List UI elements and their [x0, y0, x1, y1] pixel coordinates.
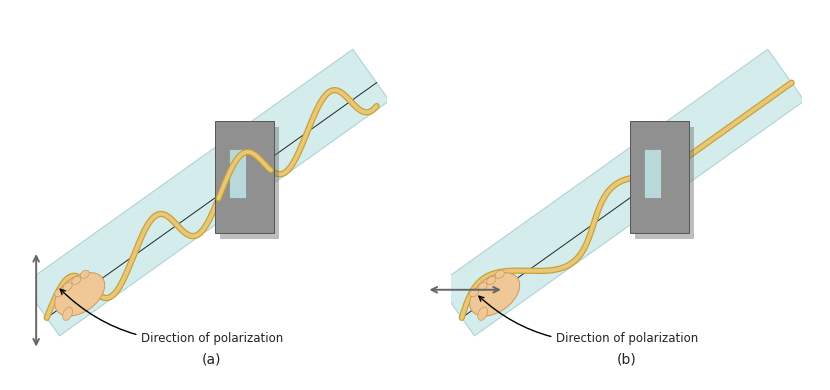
Ellipse shape	[55, 289, 64, 297]
Ellipse shape	[63, 307, 72, 320]
Ellipse shape	[81, 270, 90, 278]
Text: (a): (a)	[202, 353, 222, 367]
Polygon shape	[229, 149, 247, 198]
Text: Direction of polarization: Direction of polarization	[61, 289, 284, 346]
Text: Direction of polarization: Direction of polarization	[479, 296, 699, 346]
Ellipse shape	[63, 282, 72, 291]
Polygon shape	[438, 49, 804, 336]
Ellipse shape	[470, 273, 520, 316]
Ellipse shape	[478, 282, 487, 291]
Ellipse shape	[486, 277, 496, 284]
Ellipse shape	[496, 270, 505, 278]
Polygon shape	[630, 121, 690, 233]
Polygon shape	[215, 121, 275, 233]
Ellipse shape	[55, 273, 105, 316]
Ellipse shape	[478, 307, 487, 320]
Polygon shape	[644, 149, 662, 198]
Polygon shape	[220, 127, 280, 239]
Polygon shape	[23, 49, 389, 336]
Ellipse shape	[470, 289, 479, 297]
Ellipse shape	[71, 277, 81, 284]
Polygon shape	[635, 127, 695, 239]
Text: (b): (b)	[617, 353, 637, 367]
